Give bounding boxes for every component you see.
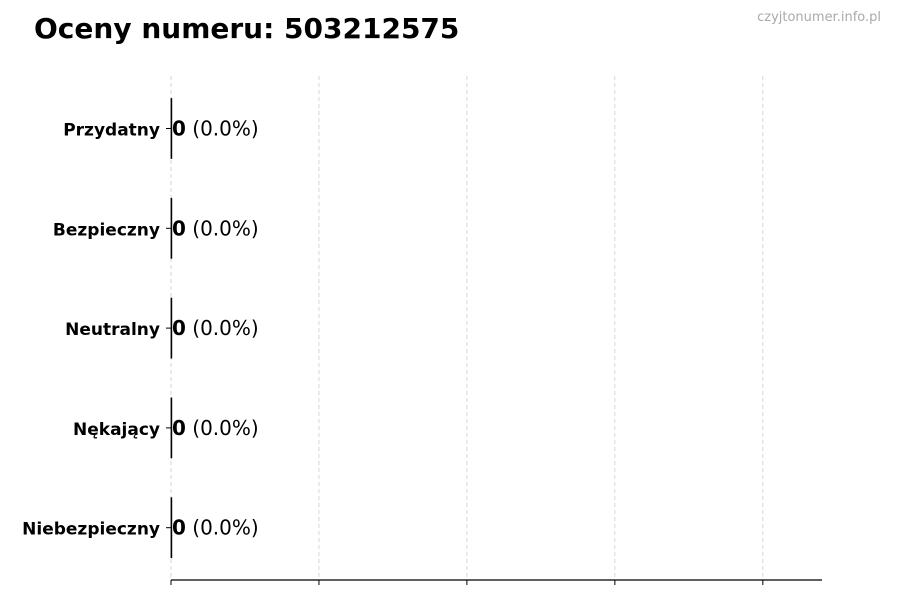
chart-title: Oceny numeru: 503212575 bbox=[34, 12, 460, 45]
data-label: 0 (0.0%) bbox=[172, 117, 259, 141]
category-label: Niebezpieczny bbox=[22, 520, 160, 540]
data-label: 0 (0.0%) bbox=[172, 516, 259, 540]
data-label: 0 (0.0%) bbox=[172, 216, 259, 240]
data-label-percent: (0.0%) bbox=[186, 416, 259, 440]
data-label-count: 0 bbox=[172, 316, 186, 340]
data-label-percent: (0.0%) bbox=[186, 316, 259, 340]
category-label: Neutralny bbox=[65, 320, 160, 340]
data-label-count: 0 bbox=[172, 117, 186, 141]
data-label-percent: (0.0%) bbox=[186, 117, 259, 141]
data-label: 0 (0.0%) bbox=[172, 416, 259, 440]
watermark: czyjtonumer.info.pl bbox=[757, 10, 881, 25]
data-label-count: 0 bbox=[172, 416, 186, 440]
category-label: Nękający bbox=[73, 420, 160, 440]
data-label-count: 0 bbox=[172, 216, 186, 240]
data-label: 0 (0.0%) bbox=[172, 316, 259, 340]
category-label: Bezpieczny bbox=[53, 220, 160, 240]
data-label-percent: (0.0%) bbox=[186, 516, 259, 540]
category-label: Przydatny bbox=[63, 121, 160, 141]
data-label-percent: (0.0%) bbox=[186, 216, 259, 240]
data-label-count: 0 bbox=[172, 516, 186, 540]
